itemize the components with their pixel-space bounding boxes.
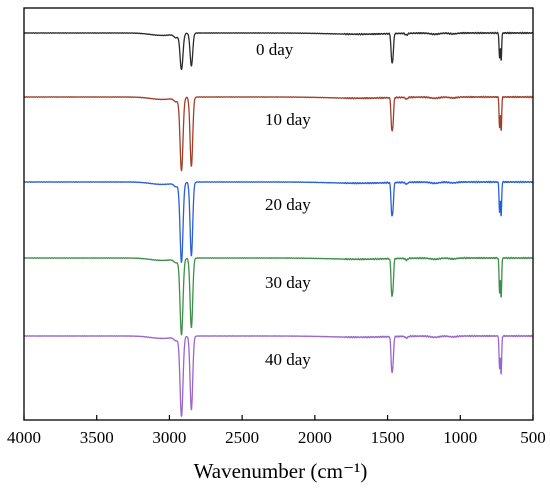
series-line-40-day xyxy=(23,334,534,417)
series-label: 0 day xyxy=(256,40,294,59)
x-tick-label: 1500 xyxy=(371,428,405,447)
x-tick-label: 3000 xyxy=(152,428,186,447)
x-tick-label: 2500 xyxy=(225,428,259,447)
series-line-10-day xyxy=(23,95,534,172)
x-tick-label: 4000 xyxy=(7,428,41,447)
x-axis-title: Wavenumber (cm⁻¹) xyxy=(194,459,368,483)
x-tick-label: 1000 xyxy=(443,428,477,447)
series-label: 40 day xyxy=(265,350,311,369)
x-tick-label: 3500 xyxy=(80,428,114,447)
plot-frame xyxy=(23,7,534,421)
series-line-20-day xyxy=(23,180,534,263)
series-line-0-day xyxy=(23,31,534,70)
x-tick-label: 2000 xyxy=(298,428,332,447)
x-tick-label: 500 xyxy=(520,428,546,447)
series-label: 30 day xyxy=(265,273,311,292)
series-line-30-day xyxy=(23,256,534,336)
series-label: 10 day xyxy=(265,110,311,129)
series-label: 20 day xyxy=(265,195,311,214)
